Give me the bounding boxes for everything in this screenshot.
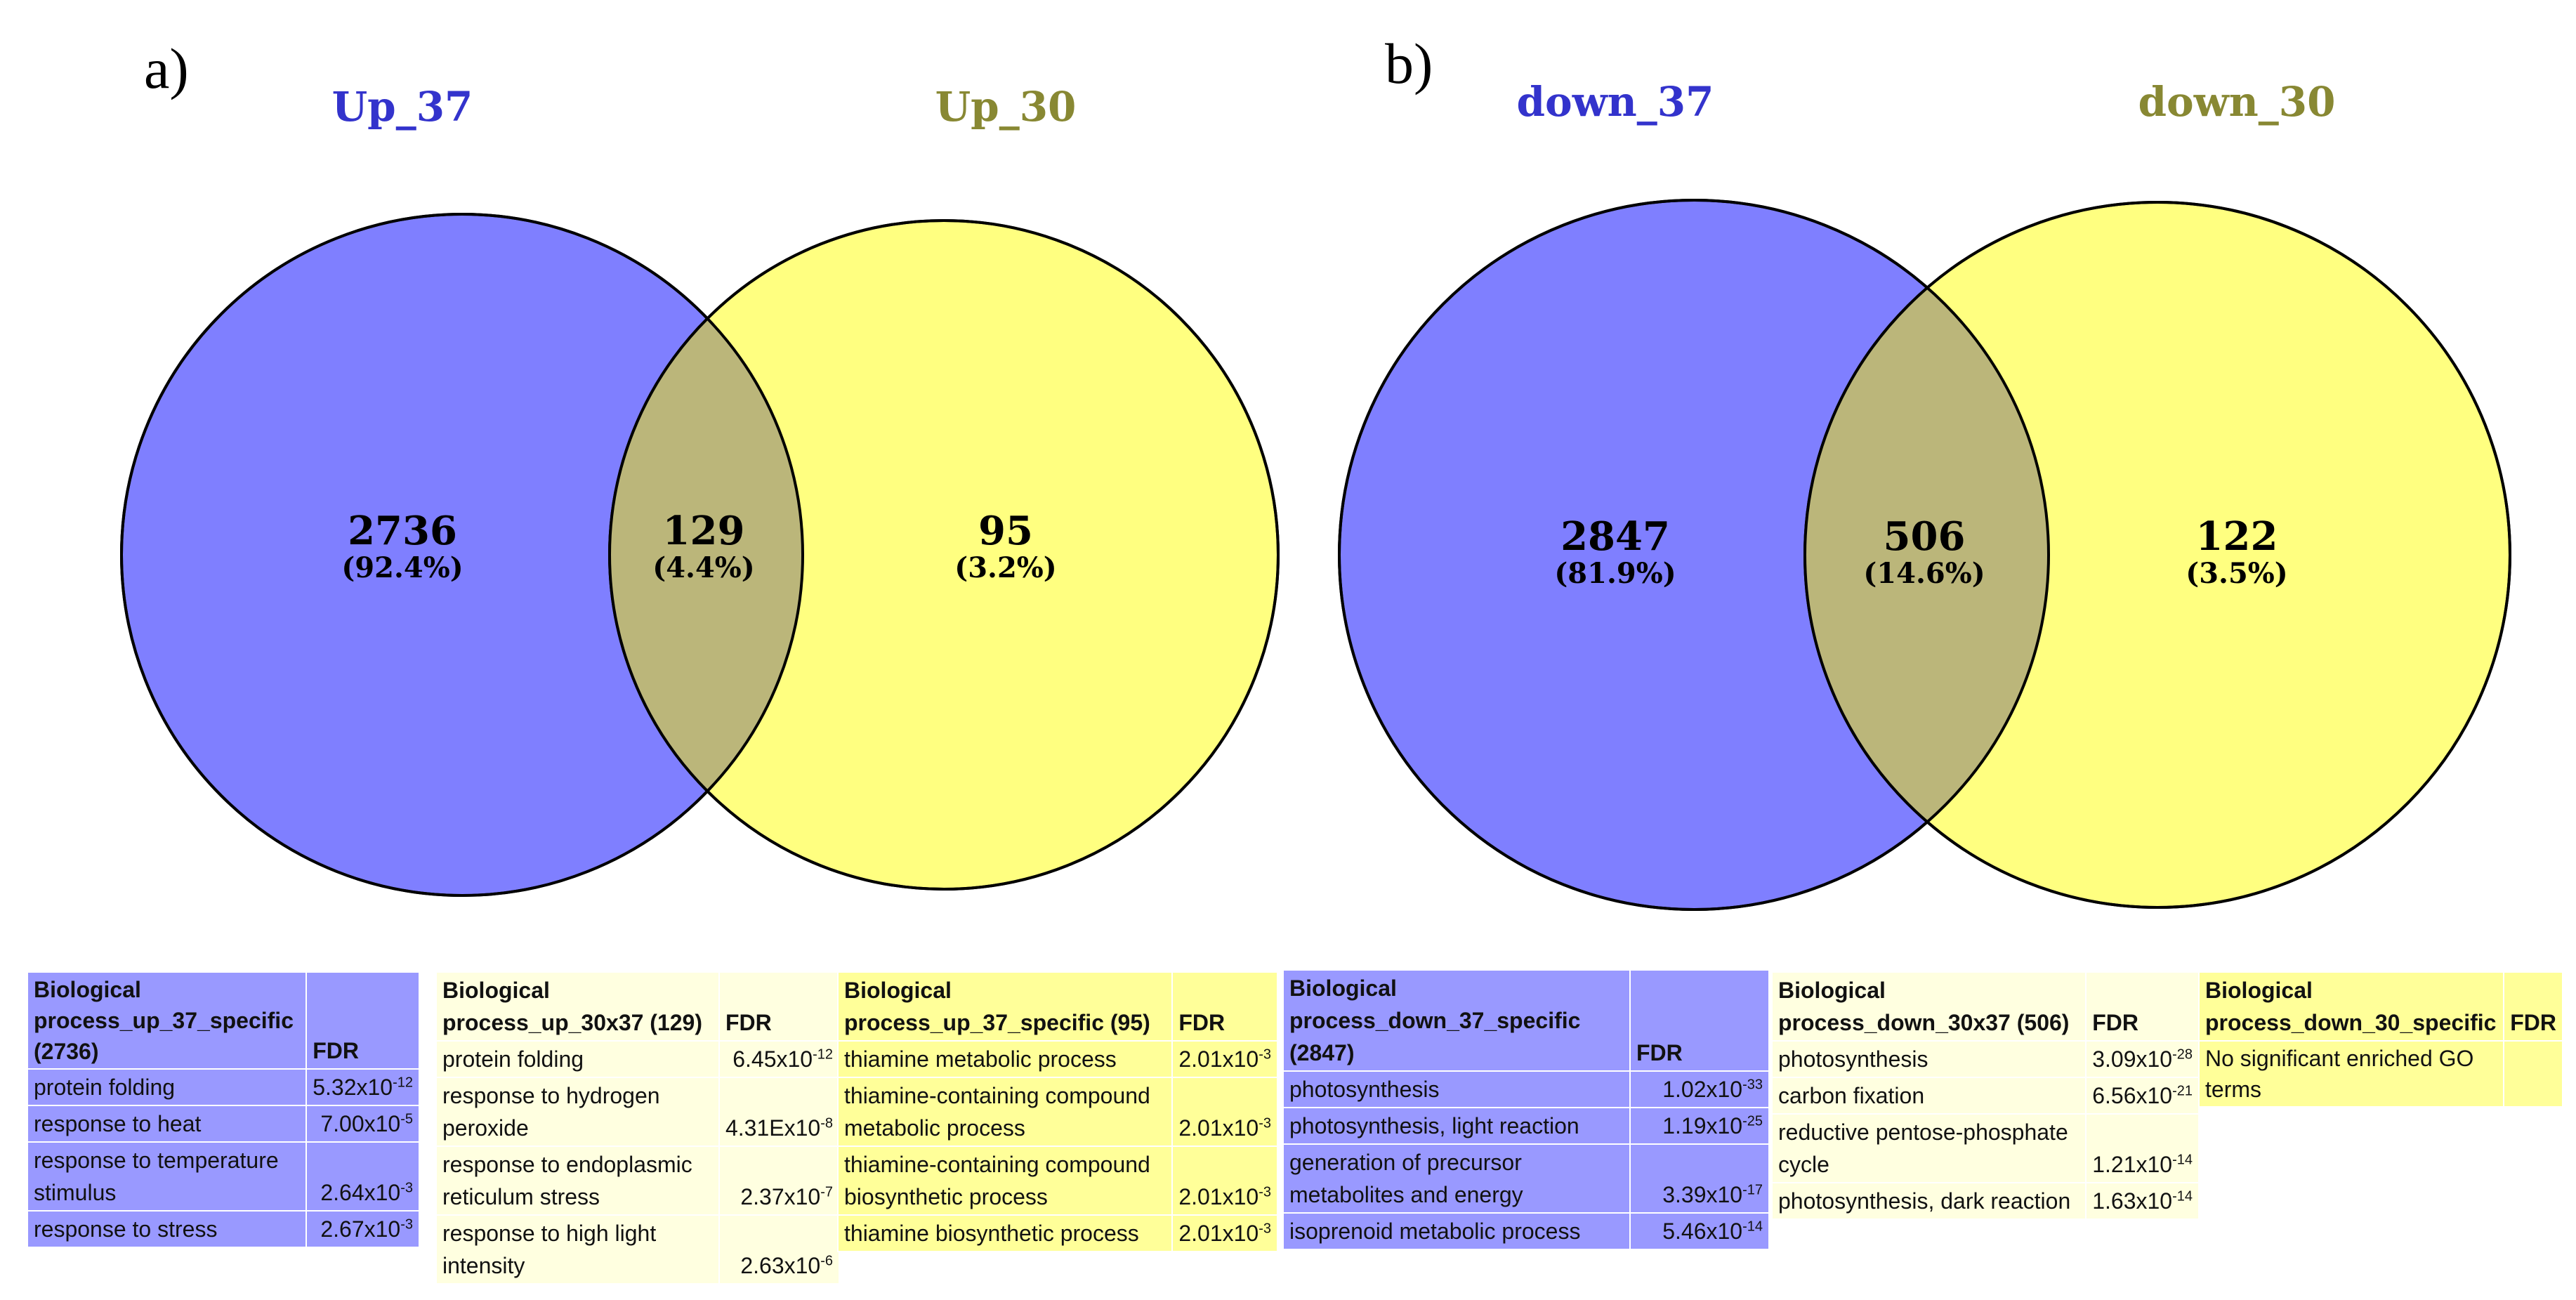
down37-percent: (81.9%) xyxy=(1554,557,1676,590)
table-row: photosynthesis 1.02x10-33 xyxy=(1282,1070,1770,1108)
go-term: photosynthesis xyxy=(1770,1040,2087,1078)
fdr-value: 7.00x10-5 xyxy=(305,1105,420,1143)
table-row: response to high light intensity 2.63x10-… xyxy=(435,1214,841,1285)
table-row: photosynthesis 3.09x10-28 xyxy=(1770,1040,2200,1078)
go-term: thiamine-containing compound biosyntheti… xyxy=(836,1145,1174,1216)
table-header: Biological process_down_37_specific (284… xyxy=(1282,969,1631,1072)
table-row: thiamine biosynthetic process 2.01x10-3 xyxy=(836,1214,1278,1252)
down30-percent: (3.5%) xyxy=(2186,557,2287,590)
table-down37-specific: Biological process_down_37_specific (284… xyxy=(1282,969,1770,1250)
fdr-value: 2.37x10-7 xyxy=(718,1145,841,1216)
fdr-value: 2.63x10-6 xyxy=(718,1214,841,1285)
table-down30x37: Biological process_down_30x37 (506) FDR … xyxy=(1770,971,2200,1220)
table-row: reductive pentose-phosphate cycle 1.21x10… xyxy=(1770,1113,2200,1183)
set-up37-title: Up_37 xyxy=(332,83,473,131)
up30-count: 95 xyxy=(978,508,1033,554)
fdr-value: 2.01x10-3 xyxy=(1171,1077,1278,1147)
down37-count: 2847 xyxy=(1560,513,1670,560)
table-row: protein folding 5.32x10-12 xyxy=(26,1068,420,1106)
fdr-value: 5.46x10-14 xyxy=(1629,1212,1770,1250)
go-term: photosynthesis xyxy=(1282,1070,1631,1108)
fdr-header: FDR xyxy=(2503,971,2563,1042)
up37-count: 2736 xyxy=(348,508,457,554)
set-up30-title: Up_30 xyxy=(935,83,1077,131)
table-row: protein folding 6.45x10-12 xyxy=(435,1040,841,1078)
table-up37-specific: Biological process_up_37_specific (2736)… xyxy=(26,971,420,1248)
go-term: photosynthesis, dark reaction xyxy=(1770,1182,2087,1220)
overlap-a-percent: (4.4%) xyxy=(652,551,754,584)
table-row: response to temperature stimulus 2.64x10-… xyxy=(26,1141,420,1212)
table-row: isoprenoid metabolic process 5.46x10-14 xyxy=(1282,1212,1770,1250)
go-term: isoprenoid metabolic process xyxy=(1282,1212,1631,1250)
go-term: protein folding xyxy=(435,1040,720,1078)
table-row: generation of precursor metabolites and … xyxy=(1282,1143,1770,1214)
fdr-value: 3.09x10-28 xyxy=(2085,1040,2200,1078)
table-row: photosynthesis, dark reaction 1.63x10-14 xyxy=(1770,1182,2200,1220)
panel-a-letter: a) xyxy=(144,37,189,100)
fdr-value: 2.64x10-3 xyxy=(305,1141,420,1212)
go-term: response to high light intensity xyxy=(435,1214,720,1285)
fdr-header: FDR xyxy=(2085,971,2200,1042)
go-term: thiamine metabolic process xyxy=(836,1040,1174,1078)
fdr-value: 2.01x10-3 xyxy=(1171,1040,1278,1078)
up30-percent: (3.2%) xyxy=(954,551,1056,584)
fdr-value: 4.31Ex10-8 xyxy=(718,1077,841,1147)
table-header: Biological process_down_30x37 (506) xyxy=(1770,971,2087,1042)
go-term: photosynthesis, light reaction xyxy=(1282,1107,1631,1145)
fdr-header: FDR xyxy=(1629,969,1770,1072)
table-header: Biological process_up_37_specific (95) xyxy=(836,971,1174,1042)
set-down30-title: down_30 xyxy=(2138,78,2335,126)
set-down37-title: down_37 xyxy=(1516,78,1714,126)
go-term: response to temperature stimulus xyxy=(26,1141,308,1212)
table-down30-specific: Biological process_down_30_specific FDR … xyxy=(2197,971,2563,1108)
table-row: thiamine-containing compound metabolic p… xyxy=(836,1077,1278,1147)
fdr-value: 1.21x10-14 xyxy=(2085,1113,2200,1183)
table-up30x37: Biological process_up_30x37 (129) FDR pr… xyxy=(435,971,841,1285)
table-row: response to heat 7.00x10-5 xyxy=(26,1105,420,1143)
fdr-value: 5.32x10-12 xyxy=(305,1068,420,1106)
go-term: generation of precursor metabolites and … xyxy=(1282,1143,1631,1214)
fdr-value: 1.63x10-14 xyxy=(2085,1182,2200,1220)
go-term: protein folding xyxy=(26,1068,308,1106)
table-row: thiamine-containing compound biosyntheti… xyxy=(836,1145,1278,1216)
no-terms-note: No significant enriched GO terms xyxy=(2197,1040,2505,1108)
fdr-value: 3.39x10-17 xyxy=(1629,1143,1770,1214)
table-row: photosynthesis, light reaction 1.19x10-25 xyxy=(1282,1107,1770,1145)
overlap-b-count: 506 xyxy=(1884,513,1966,560)
fdr-value: 1.02x10-33 xyxy=(1629,1070,1770,1108)
fdr-value: 6.56x10-21 xyxy=(2085,1077,2200,1115)
down30-count: 122 xyxy=(2196,513,2278,560)
table-up37-specific-95: Biological process_up_37_specific (95) F… xyxy=(836,971,1278,1252)
go-term: reductive pentose-phosphate cycle xyxy=(1770,1113,2087,1183)
table-header: Biological process_up_37_specific (2736) xyxy=(26,971,308,1070)
go-term: response to endoplasmic reticulum stress xyxy=(435,1145,720,1216)
table-header: Biological process_down_30_specific xyxy=(2197,971,2505,1042)
go-term: thiamine-containing compound metabolic p… xyxy=(836,1077,1174,1147)
go-term: response to heat xyxy=(26,1105,308,1143)
fdr-header: FDR xyxy=(718,971,841,1042)
fdr-header: FDR xyxy=(305,971,420,1070)
table-row: response to stress 2.67x10-3 xyxy=(26,1210,420,1248)
fdr-value: 2.01x10-3 xyxy=(1171,1214,1278,1252)
fdr-value: 6.45x10-12 xyxy=(718,1040,841,1078)
go-term: response to stress xyxy=(26,1210,308,1248)
table-row: response to hydrogen peroxide 4.31Ex10-8 xyxy=(435,1077,841,1147)
overlap-a-count: 129 xyxy=(663,508,745,554)
go-term: response to hydrogen peroxide xyxy=(435,1077,720,1147)
overlap-b-region xyxy=(1805,202,2049,907)
fdr-value: 1.19x10-25 xyxy=(1629,1107,1770,1145)
go-term: carbon fixation xyxy=(1770,1077,2087,1115)
panel-b-letter: b) xyxy=(1385,32,1433,96)
up37-percent: (92.4%) xyxy=(341,551,463,584)
go-term: thiamine biosynthetic process xyxy=(836,1214,1174,1252)
fdr-header: FDR xyxy=(1171,971,1278,1042)
table-row: thiamine metabolic process 2.01x10-3 xyxy=(836,1040,1278,1078)
fdr-value: 2.67x10-3 xyxy=(305,1210,420,1248)
table-header: Biological process_up_30x37 (129) xyxy=(435,971,720,1042)
table-row: response to endoplasmic reticulum stress… xyxy=(435,1145,841,1216)
overlap-b-percent: (14.6%) xyxy=(1863,557,1985,590)
table-row: carbon fixation 6.56x10-21 xyxy=(1770,1077,2200,1115)
fdr-value: 2.01x10-3 xyxy=(1171,1145,1278,1216)
